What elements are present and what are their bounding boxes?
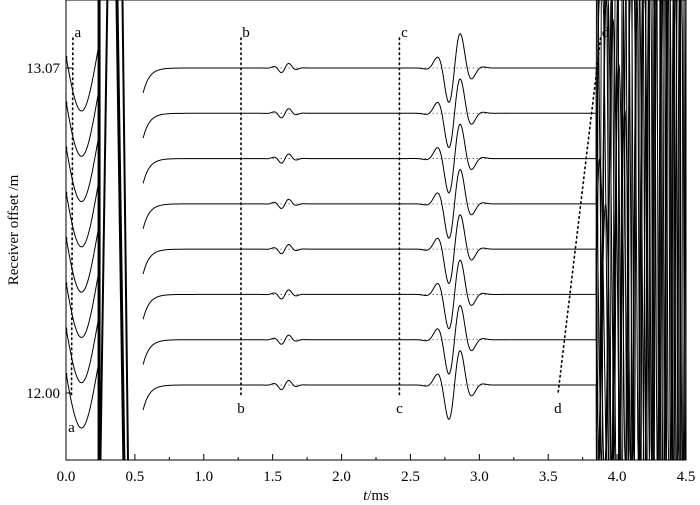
early-trace-line [66,46,100,112]
x-tick-label: 2.5 [401,469,420,485]
late-wave-line [620,0,623,461]
event-guide-a [70,37,74,396]
late-wave-line [609,0,613,461]
trace-line [142,0,686,461]
event-label-top-d: d [602,25,610,41]
trace-line [142,0,686,461]
event-guide-d [557,37,602,396]
x-tick-label: 1.5 [263,469,282,485]
late-wave-line [630,0,633,461]
y-tick-label: 12.00 [26,386,60,402]
x-tick-label: 0.0 [57,469,76,485]
late-wave-line [611,0,616,461]
early-trace-line [66,182,100,248]
event-label-top-a: a [75,25,82,41]
late-wave-line [653,0,657,461]
x-tick-label: 2.0 [332,469,351,485]
late-wave-line [599,0,602,461]
late-wave-line [622,0,626,461]
event-label-bottom-c: c [396,401,403,417]
direct-wave-band [121,0,129,461]
late-wave-line [671,0,675,461]
early-trace-line [66,317,100,384]
event-label-bottom-a: a [68,420,75,436]
trace-line [142,0,687,461]
event-label-bottom-b: b [237,401,245,417]
x-tick-label: 1.0 [194,469,213,485]
late-wave-line [663,0,668,461]
event-label-top-c: c [401,25,408,41]
label-group: a a b b c c d d [68,25,610,436]
late-wave-line [632,0,637,461]
x-tick-label: 3.5 [539,469,558,485]
late-wave-line [673,0,678,461]
plot-frame [65,0,687,461]
x-tick-label: 4.0 [608,469,627,485]
early-trace-line [66,227,100,293]
trace-line [142,0,686,461]
trace-line [142,0,686,461]
direct-wave-band [99,0,109,461]
event-label-top-b: b [242,25,250,41]
tick-group: 0.0 0.5 1.0 1.5 2.0 2.5 3.0 3.5 4.0 4.5 13.07 12.00 [26,61,695,485]
event-label-bottom-d: d [554,401,562,417]
late-wave-line [661,0,664,461]
trace-line [142,0,686,461]
trace-line [142,0,686,461]
y-axis-label: Receiver offset /m [6,174,22,285]
direct-wave-band [115,0,126,461]
early-trace-line [66,363,100,429]
late-wave-line [642,0,647,461]
trace-line [142,0,686,461]
late-wave-line [640,0,644,461]
y-tick-label: 13.07 [26,61,60,77]
late-wave-line [601,0,606,461]
x-axis-label: t/ms [363,488,389,504]
x-tick-label: 0.5 [126,469,145,485]
late-wave-line [682,0,685,461]
early-trace-line [66,91,100,157]
event-guide-group [70,37,602,396]
late-wave-line [651,0,654,461]
x-tick-label: 3.0 [470,469,489,485]
early-trace-line [66,272,100,338]
x-tick-label: 4.5 [677,469,696,485]
early-trace-line [66,136,100,203]
trace-group [66,0,687,461]
